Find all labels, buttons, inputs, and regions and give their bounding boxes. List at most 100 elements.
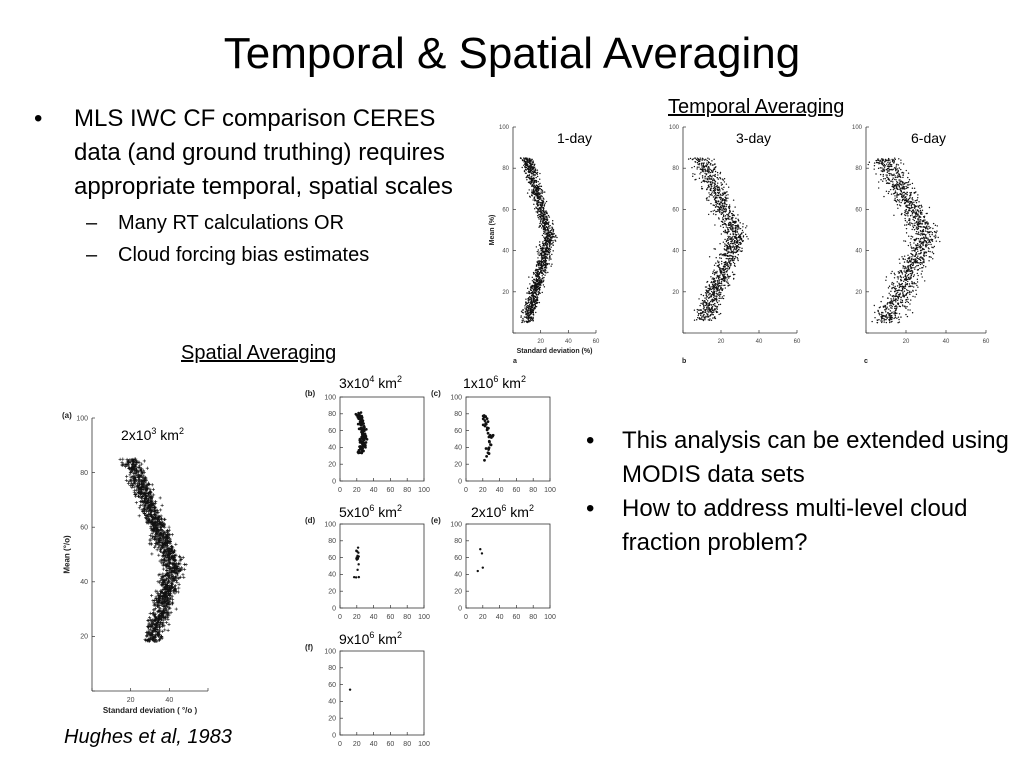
data-point: [714, 191, 717, 194]
y-tick-label: 40: [672, 249, 679, 255]
data-point: [707, 290, 710, 292]
data-point: [533, 290, 535, 292]
data-point: [529, 302, 532, 304]
data-point: [720, 196, 722, 199]
data-point: [699, 168, 701, 170]
data-point: [939, 240, 941, 243]
data-point: [907, 273, 910, 276]
data-point: [901, 273, 904, 275]
data-point: [712, 303, 715, 306]
data-point: [890, 165, 892, 168]
data-point: [911, 267, 913, 269]
data-point: [530, 294, 533, 296]
data-point: [714, 284, 717, 287]
data-point: [732, 226, 734, 228]
data-point: [928, 227, 931, 229]
data-point: [918, 222, 921, 225]
data-point: [908, 208, 910, 210]
data-point: [554, 240, 557, 242]
data-point: [909, 265, 911, 267]
data-point: [693, 319, 696, 321]
data-point: [540, 219, 542, 221]
data-point: [902, 258, 905, 260]
data-point: [526, 309, 528, 311]
data-point: [908, 283, 911, 285]
data-point: [903, 305, 906, 307]
data-point: [712, 292, 714, 294]
data-point: [719, 284, 721, 287]
data-point: [547, 232, 549, 234]
data-point: [906, 206, 909, 209]
data-point: [724, 266, 726, 268]
data-point: [534, 168, 536, 171]
data-point: [930, 230, 932, 233]
data-point: [533, 196, 536, 198]
data-point: [734, 257, 736, 260]
data-point: [910, 200, 913, 203]
data-point: [902, 293, 904, 295]
data-point: [538, 183, 540, 186]
area-label-e: 2x106 km2: [471, 503, 534, 520]
data-point: [906, 296, 909, 299]
data-point: [910, 252, 912, 255]
data-point: [527, 287, 529, 290]
data-point: [919, 249, 922, 252]
data-point: [711, 194, 713, 197]
data-point: [538, 271, 541, 274]
data-point: [735, 245, 738, 247]
data-point: [915, 191, 917, 193]
data-point: [909, 215, 912, 217]
data-point: [538, 301, 541, 304]
data-point: [740, 232, 743, 234]
data-point: [525, 158, 528, 161]
data-point: [702, 308, 705, 310]
data-point: [703, 301, 705, 304]
data-point: [730, 240, 732, 243]
data-point: [913, 281, 915, 284]
data-point: [525, 303, 527, 306]
data-point: [896, 281, 898, 283]
data-point: [907, 309, 909, 311]
data-point: [537, 268, 539, 271]
data-point: [708, 192, 710, 194]
data-point: [525, 168, 527, 171]
data-point: [721, 202, 724, 205]
data-point: [530, 286, 533, 289]
data-point: [912, 286, 915, 288]
data-point: [892, 188, 895, 191]
data-point: [716, 176, 718, 179]
data-point: [930, 238, 933, 240]
data-point: [915, 246, 918, 249]
data-point: [878, 314, 881, 316]
data-point: [546, 217, 548, 219]
data-point: [709, 183, 712, 186]
data-point: [904, 258, 906, 261]
data-point: [888, 182, 891, 185]
data-point: [722, 230, 725, 233]
data-point: [531, 301, 533, 303]
data-point: [727, 218, 730, 220]
data-point: [905, 206, 908, 208]
data-point: [527, 311, 529, 313]
data-point: [911, 211, 913, 213]
data-point: [702, 294, 705, 297]
data-point: [903, 196, 905, 198]
data-point: [535, 179, 537, 182]
data-point: [524, 162, 527, 164]
data-point: [911, 247, 913, 250]
data-point: [534, 274, 537, 276]
data-point: [913, 255, 915, 257]
scatter-points: [687, 157, 749, 322]
data-point: [709, 194, 711, 196]
data-point: [885, 159, 887, 162]
data-point: [720, 201, 723, 204]
data-point: [895, 304, 897, 307]
data-point: [552, 250, 554, 252]
data-point: [918, 246, 921, 248]
data-point: [916, 278, 919, 281]
data-point: [727, 259, 730, 261]
data-point: [911, 197, 914, 199]
data-point: [718, 292, 720, 294]
data-point: [727, 194, 729, 196]
data-point: [545, 232, 548, 234]
